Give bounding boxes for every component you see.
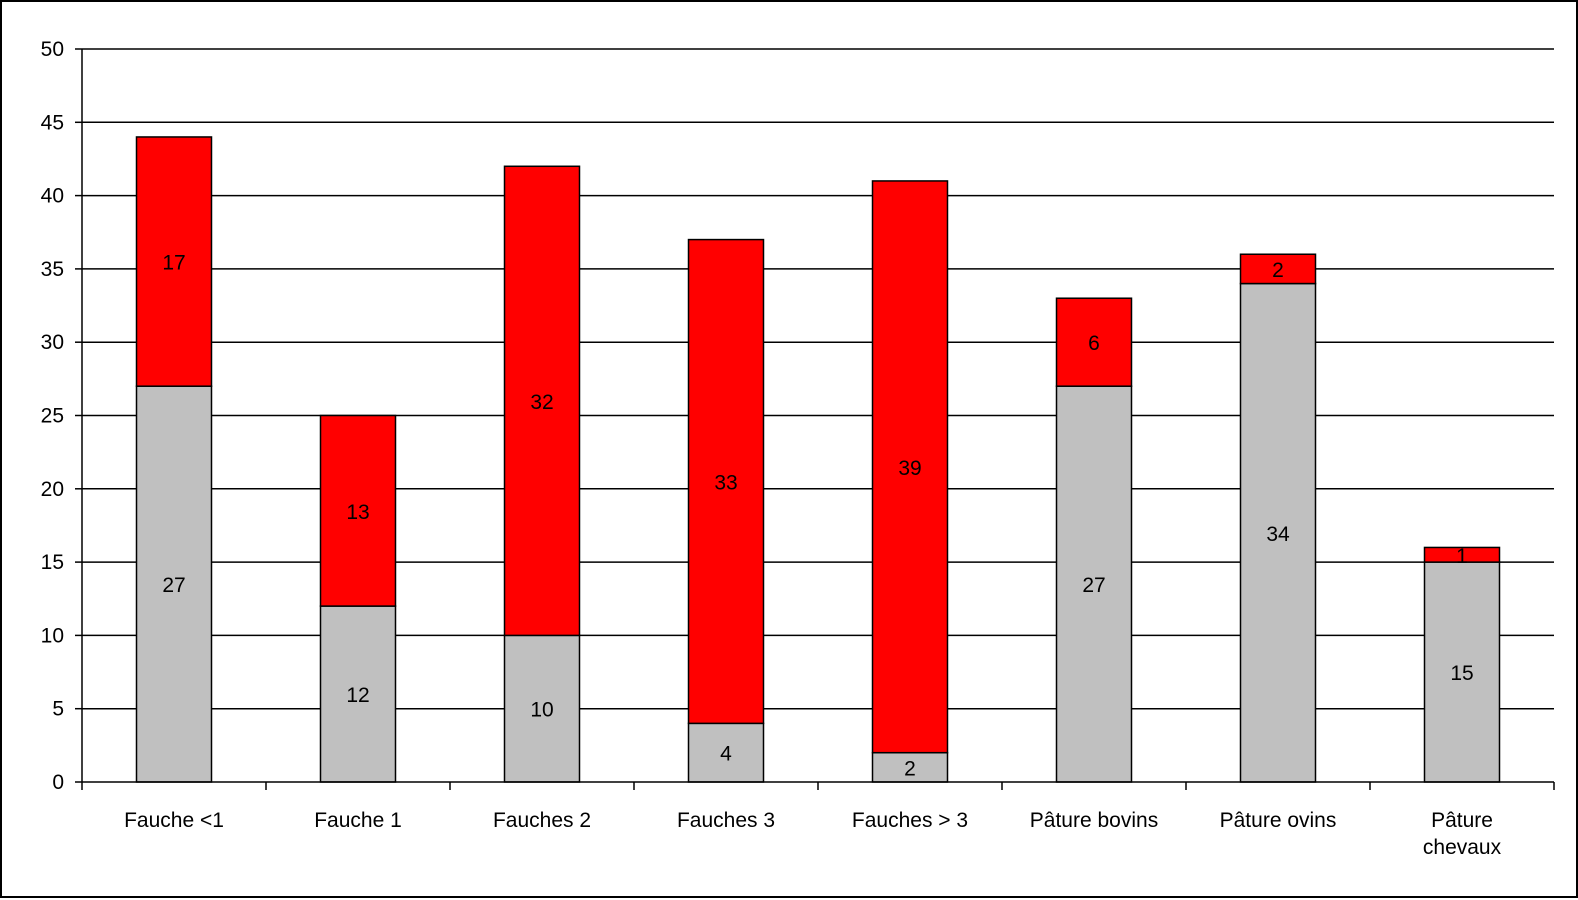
y-tick-label: 50 bbox=[41, 38, 64, 61]
y-tick-label: 35 bbox=[41, 258, 64, 281]
bar-segment bbox=[503, 634, 581, 783]
data-label: 17 bbox=[162, 252, 185, 275]
gridlines bbox=[82, 48, 1554, 710]
category-label: Pâture bovins bbox=[1030, 809, 1158, 832]
data-label: 1 bbox=[1456, 545, 1468, 568]
bar-segment bbox=[1423, 546, 1501, 563]
bar-segment bbox=[1055, 297, 1133, 387]
y-tick-label: 30 bbox=[41, 331, 64, 354]
data-label: 2 bbox=[1272, 259, 1284, 282]
bar-segment bbox=[1055, 385, 1133, 783]
data-label: 33 bbox=[714, 471, 737, 494]
bar-segment bbox=[319, 414, 397, 607]
data-label: 4 bbox=[720, 743, 732, 766]
y-tick-label: 45 bbox=[41, 111, 64, 134]
bar-segment bbox=[871, 751, 949, 783]
y-tick-label: 15 bbox=[41, 551, 64, 574]
category-label: Fauche 1 bbox=[314, 809, 402, 832]
bar-segment bbox=[135, 136, 213, 387]
y-tick-label: 20 bbox=[41, 478, 64, 501]
bar-segment bbox=[1239, 253, 1317, 285]
data-label: 10 bbox=[530, 699, 553, 722]
y-tick-label: 0 bbox=[52, 771, 64, 794]
category-label: Fauches 3 bbox=[677, 809, 775, 832]
data-label: 13 bbox=[346, 501, 369, 524]
y-tick-label: 10 bbox=[41, 624, 64, 647]
y-tick-label: 5 bbox=[52, 698, 64, 721]
category-label: Fauches 2 bbox=[493, 809, 591, 832]
data-label: 12 bbox=[346, 684, 369, 707]
category-label: chevaux bbox=[1423, 836, 1502, 859]
category-label: Fauches > 3 bbox=[852, 809, 968, 832]
category-label: Fauche <1 bbox=[124, 809, 224, 832]
category-label: Pâture bbox=[1431, 809, 1493, 832]
data-label: 27 bbox=[162, 574, 185, 597]
category-label: Pâture ovins bbox=[1220, 809, 1337, 832]
data-label: 27 bbox=[1082, 574, 1105, 597]
y-tick-label: 40 bbox=[41, 185, 64, 208]
bar-segment bbox=[687, 722, 765, 783]
data-label: 15 bbox=[1450, 662, 1473, 685]
data-label: 2 bbox=[904, 757, 916, 780]
data-label: 32 bbox=[530, 391, 553, 414]
bar-segment bbox=[503, 165, 581, 637]
data-label: 6 bbox=[1088, 332, 1100, 355]
bars bbox=[135, 136, 1501, 783]
bar-segment bbox=[1239, 282, 1317, 783]
y-tick-label: 25 bbox=[41, 405, 64, 428]
bar-segment bbox=[871, 180, 949, 754]
bar-segment bbox=[687, 238, 765, 725]
axes bbox=[75, 48, 1555, 790]
data-label: 34 bbox=[1266, 523, 1290, 546]
data-label: 39 bbox=[898, 457, 921, 480]
